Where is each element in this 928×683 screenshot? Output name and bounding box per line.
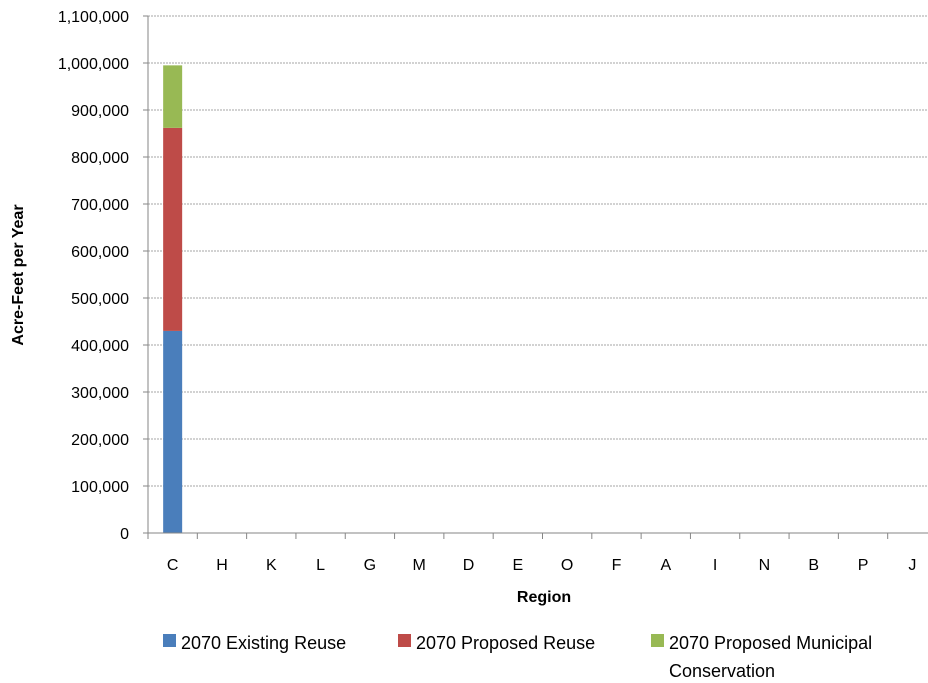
axes bbox=[143, 15, 928, 539]
legend: 2070 Existing Reuse 2070 Proposed Reuse 20… bbox=[163, 633, 872, 681]
bar-segment-3-c bbox=[163, 65, 183, 128]
x-tick-label: A bbox=[660, 557, 671, 574]
y-tick-label: 100,000 bbox=[71, 479, 129, 496]
x-tick-label: K bbox=[266, 557, 277, 574]
x-tick-label: L bbox=[316, 557, 325, 574]
legend-label: 2070 Existing Reuse bbox=[181, 633, 346, 653]
x-tick-label: F bbox=[612, 557, 622, 574]
x-tick-label: E bbox=[513, 557, 524, 574]
x-tick-label: G bbox=[364, 557, 376, 574]
y-tick-label: 200,000 bbox=[71, 432, 129, 449]
legend-swatch bbox=[651, 634, 664, 647]
bars bbox=[163, 65, 183, 533]
bar-segment-1-c bbox=[163, 330, 183, 533]
bar-segment-2-c bbox=[163, 127, 183, 331]
y-tick-label: 500,000 bbox=[71, 291, 129, 308]
x-tick-label: I bbox=[713, 557, 717, 574]
y-tick-label: 1,100,000 bbox=[58, 9, 129, 26]
x-tick-label: N bbox=[759, 557, 771, 574]
legend-swatch bbox=[163, 634, 176, 647]
y-tick-label: 800,000 bbox=[71, 150, 129, 167]
y-tick-label: 400,000 bbox=[71, 338, 129, 355]
y-tick-label: 700,000 bbox=[71, 197, 129, 214]
x-tick-label: O bbox=[561, 557, 573, 574]
y-tick-label: 900,000 bbox=[71, 103, 129, 120]
x-tick-label: B bbox=[808, 557, 819, 574]
legend-label: 2070 Proposed Municipal bbox=[669, 633, 872, 653]
y-tick-label: 1,000,000 bbox=[58, 56, 129, 73]
x-tick-label: J bbox=[908, 557, 916, 574]
legend-label: Conservation bbox=[669, 661, 775, 681]
x-tick-label: P bbox=[858, 557, 869, 574]
x-axis-title: Region bbox=[517, 589, 571, 606]
y-tick-label: 300,000 bbox=[71, 385, 129, 402]
x-tick-label: H bbox=[216, 557, 228, 574]
x-tick-label: D bbox=[463, 557, 475, 574]
y-tick-labels: 0 100,000 200,000 300,000 400,000 500,000 600,… bbox=[58, 9, 129, 543]
x-tick-label: M bbox=[413, 557, 426, 574]
y-tick-label: 0 bbox=[120, 526, 129, 543]
y-axis-title: Acre-Feet per Year bbox=[10, 204, 27, 345]
legend-label: 2070 Proposed Reuse bbox=[416, 633, 595, 653]
legend-swatch bbox=[398, 634, 411, 647]
x-tick-label: C bbox=[167, 557, 179, 574]
gridlines bbox=[148, 15, 928, 487]
y-tick-label: 600,000 bbox=[71, 244, 129, 261]
